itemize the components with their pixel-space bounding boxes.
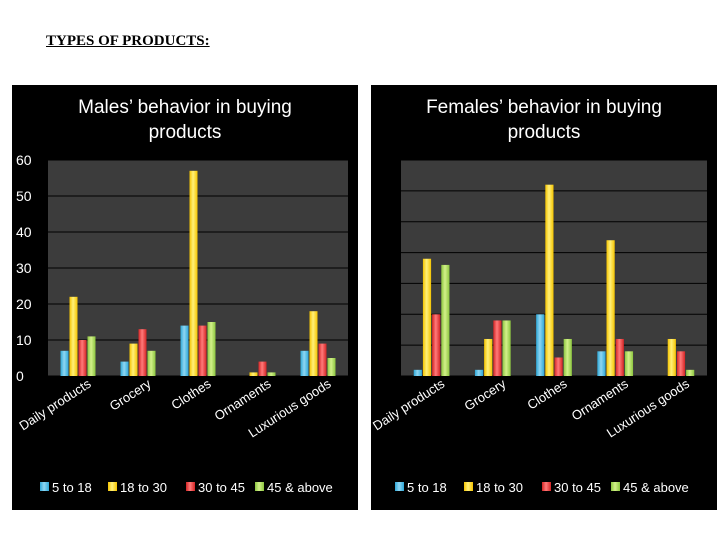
- males-bar-0-2: [78, 340, 87, 376]
- males-legend-label: 18 to 30: [120, 480, 167, 495]
- males-x-tick-label: Daily products: [16, 376, 94, 434]
- females-bar-2-0: [536, 314, 545, 376]
- females-bar-2-1: [545, 184, 554, 376]
- males-bar-0-3: [87, 336, 96, 376]
- females-plot-area: [401, 160, 707, 376]
- males-legend-swatch: [186, 482, 195, 491]
- females-x-tick-label: Clothes: [524, 376, 570, 413]
- females-bar-3-0: [597, 351, 606, 376]
- males-y-tick-label: 60: [16, 152, 32, 168]
- females-bar-4-2: [676, 351, 686, 376]
- females-bar-3-3: [624, 351, 634, 376]
- females-bar-0-2: [432, 314, 441, 376]
- males-y-tick-label: 30: [16, 260, 32, 276]
- males-y-tick-label: 40: [16, 224, 32, 240]
- males-bar-2-2: [198, 325, 207, 376]
- females-legend-label: 45 & above: [623, 480, 689, 495]
- females-bar-2-2: [554, 357, 563, 376]
- males-legend-swatch: [255, 482, 264, 491]
- males-bar-2-3: [207, 322, 216, 376]
- females-bar-1-0: [474, 369, 484, 376]
- page-heading: TYPES OF PRODUCTS:: [46, 33, 210, 49]
- males-bar-4-0: [300, 350, 309, 376]
- females-x-tick-label: Daily products: [371, 376, 448, 434]
- females-bar-4-1: [667, 338, 676, 376]
- males-legend-label: 45 & above: [267, 480, 333, 495]
- males-bar-1-2: [138, 329, 147, 376]
- males-bar-1-3: [147, 350, 156, 376]
- males-x-tick-label: Clothes: [168, 376, 214, 413]
- males-x-tick-label: Grocery: [107, 376, 154, 414]
- males-bar-4-2: [318, 343, 327, 376]
- females-bar-0-0: [413, 369, 422, 376]
- males-bar-0-1: [69, 296, 78, 376]
- chart-panel-females: Females’ behavior in buying products Daily…: [371, 85, 717, 510]
- females-legend-swatch: [464, 482, 473, 491]
- females-chart: Females’ behavior in buying products Daily…: [371, 97, 707, 495]
- females-bar-3-1: [606, 240, 615, 376]
- males-y-tick-label: 50: [16, 188, 32, 204]
- females-bar-3-2: [615, 338, 624, 376]
- females-bar-0-1: [422, 258, 432, 376]
- females-chart-title: Females’ behavior in buying products: [426, 97, 662, 143]
- females-legend-swatch: [395, 482, 404, 491]
- males-legend-label: 5 to 18: [52, 480, 92, 495]
- females-bar-1-1: [484, 338, 493, 376]
- males-bar-3-1: [249, 372, 258, 376]
- females-legend-label: 18 to 30: [476, 480, 523, 495]
- males-y-tick-label: 10: [16, 332, 32, 348]
- males-bar-0-0: [60, 350, 69, 376]
- females-bar-1-2: [493, 320, 502, 376]
- females-bar-4-3: [686, 369, 695, 376]
- males-bar-3-3: [267, 372, 276, 376]
- females-legend-label: 5 to 18: [407, 480, 447, 495]
- males-bar-4-3: [327, 358, 336, 376]
- males-bar-4-1: [309, 311, 318, 376]
- males-legend-swatch: [108, 482, 117, 491]
- males-bar-3-2: [258, 361, 267, 376]
- males-legend-label: 30 to 45: [198, 480, 245, 495]
- females-bar-2-3: [563, 338, 572, 376]
- females-legend-swatch: [611, 482, 620, 491]
- males-bar-1-0: [120, 361, 129, 376]
- females-bar-1-3: [502, 320, 511, 376]
- males-bar-1-1: [129, 343, 138, 376]
- males-chart-title: Males’ behavior in buying products: [78, 97, 292, 143]
- males-y-tick-label: 20: [16, 296, 32, 312]
- males-chart: Males’ behavior in buying products 0 10 20 30…: [16, 97, 348, 495]
- females-legend-swatch: [542, 482, 551, 491]
- chart-panel-males: Males’ behavior in buying products 0 10 20 30…: [12, 85, 358, 510]
- males-y-tick-label: 0: [16, 368, 24, 384]
- males-legend-swatch: [40, 482, 49, 491]
- females-bar-0-3: [441, 264, 450, 376]
- males-bar-2-0: [180, 325, 189, 376]
- males-bar-2-1: [189, 170, 198, 376]
- females-legend-label: 30 to 45: [554, 480, 601, 495]
- females-x-tick-label: Grocery: [461, 376, 508, 414]
